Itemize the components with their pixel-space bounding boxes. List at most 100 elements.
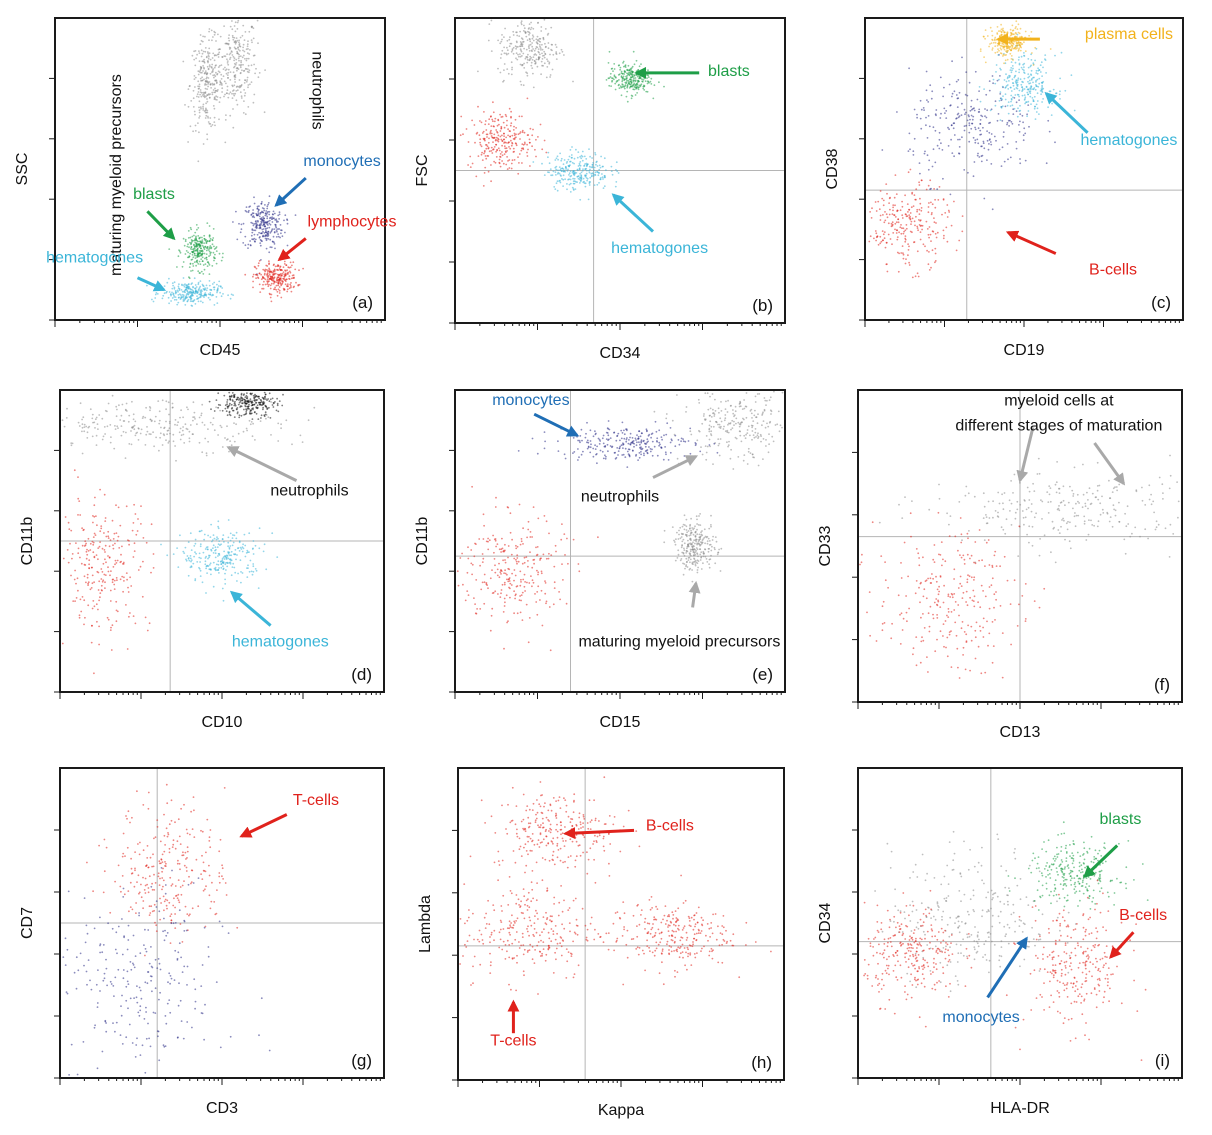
data-point <box>636 81 639 84</box>
data-point <box>198 52 201 54</box>
data-point <box>511 134 514 137</box>
data-point <box>761 424 763 427</box>
data-point <box>1015 147 1018 150</box>
data-point <box>263 543 266 546</box>
data-point <box>997 48 999 51</box>
data-point <box>485 147 488 150</box>
data-point <box>214 79 216 82</box>
data-point <box>88 559 91 562</box>
data-point <box>1018 56 1020 59</box>
data-point <box>278 211 281 214</box>
data-point <box>168 277 170 280</box>
data-point <box>207 534 210 537</box>
data-point <box>205 567 208 570</box>
data-point <box>996 33 999 35</box>
data-point <box>262 224 264 227</box>
data-point <box>117 506 120 509</box>
data-point <box>130 426 133 429</box>
data-point <box>942 237 945 240</box>
data-point <box>262 287 265 290</box>
data-point <box>961 230 964 233</box>
data-point <box>70 444 73 447</box>
data-point <box>109 600 112 602</box>
data-point <box>987 148 990 151</box>
data-point <box>997 30 1000 32</box>
data-point <box>194 239 197 242</box>
data-point <box>83 623 85 626</box>
data-point <box>558 180 561 182</box>
data-point <box>218 118 220 121</box>
data-point <box>130 430 132 432</box>
data-point <box>930 240 932 243</box>
data-point <box>239 36 242 39</box>
data-point <box>918 224 921 226</box>
data-point <box>235 558 237 561</box>
data-point <box>218 554 221 556</box>
data-point <box>150 523 153 526</box>
data-point <box>197 283 200 286</box>
data-point <box>511 159 514 162</box>
data-point <box>598 168 601 171</box>
data-point <box>136 431 139 434</box>
data-point <box>979 129 982 132</box>
data-point <box>278 213 281 216</box>
data-point <box>227 536 230 539</box>
data-point <box>934 206 937 209</box>
data-point <box>1023 66 1025 68</box>
data-point <box>100 578 103 580</box>
data-point <box>1054 54 1056 57</box>
data-point <box>737 456 740 458</box>
data-point <box>214 556 217 559</box>
data-point <box>239 49 241 52</box>
data-point <box>189 424 192 426</box>
data-point <box>525 35 528 38</box>
data-point <box>208 47 211 50</box>
data-point <box>205 253 208 256</box>
data-point <box>963 108 966 111</box>
data-point <box>578 167 581 170</box>
data-point <box>1030 103 1032 105</box>
data-point <box>172 440 175 443</box>
data-point <box>133 550 136 552</box>
data-point <box>1026 91 1029 94</box>
data-point <box>267 398 269 400</box>
data-point <box>227 96 230 99</box>
data-point <box>522 41 524 43</box>
data-point <box>180 409 183 412</box>
data-point <box>1027 66 1030 69</box>
data-point <box>262 228 265 230</box>
data-point <box>527 53 529 56</box>
data-point <box>254 238 257 241</box>
data-point <box>272 274 275 276</box>
data-point <box>297 284 300 287</box>
data-point <box>263 280 265 283</box>
data-point <box>870 217 873 219</box>
data-point <box>298 283 301 286</box>
data-point <box>916 272 919 275</box>
data-point <box>1028 82 1030 85</box>
data-point <box>534 47 537 50</box>
data-point <box>270 230 273 233</box>
data-point <box>549 168 552 171</box>
data-point <box>495 156 498 158</box>
data-point <box>930 213 933 216</box>
data-point <box>765 445 767 447</box>
data-point <box>910 223 912 226</box>
data-point <box>208 273 211 275</box>
data-point <box>230 550 233 553</box>
data-point <box>191 235 194 238</box>
data-point <box>518 35 521 37</box>
data-point <box>523 47 525 50</box>
data-point <box>134 434 137 437</box>
data-point <box>477 105 479 108</box>
data-point <box>579 198 582 201</box>
data-point <box>87 550 90 552</box>
population-neutrophils <box>653 390 784 470</box>
data-point <box>206 246 209 248</box>
data-point <box>994 41 997 44</box>
data-point <box>266 227 269 230</box>
data-point <box>243 89 246 91</box>
data-point <box>708 430 711 433</box>
data-point <box>206 111 209 114</box>
data-point <box>203 58 206 61</box>
